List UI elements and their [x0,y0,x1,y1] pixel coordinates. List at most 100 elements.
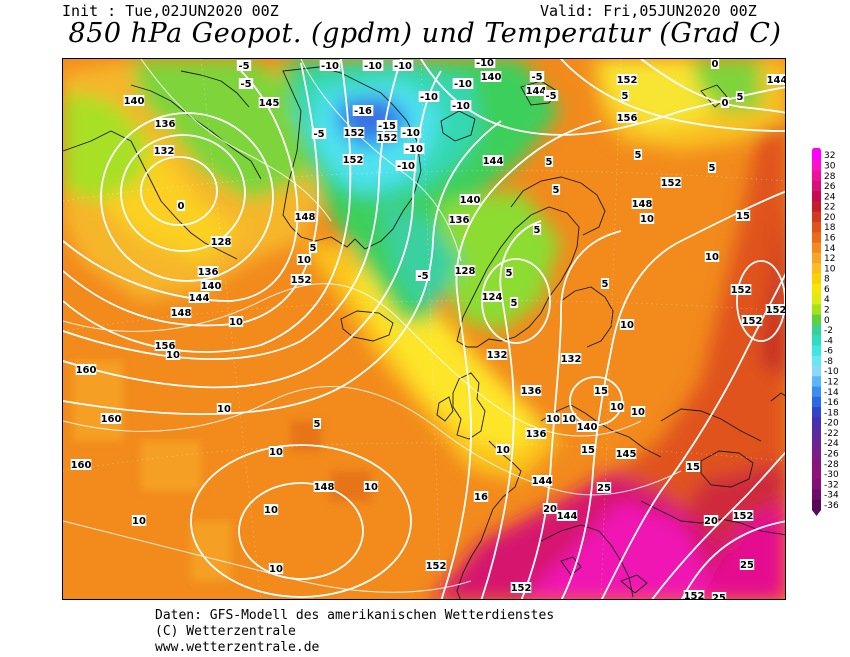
contour-label-bg [542,503,558,514]
contour-label: 5 [308,242,318,254]
contour-label: 152 [510,582,532,594]
contour-label-bg [556,510,578,521]
contour-label: -5 [236,60,252,72]
contour-label-bg [482,155,504,166]
contour-label: 10 [704,251,720,263]
contour-label: 10 [216,403,232,415]
contour-label-bg [352,105,374,116]
contour-label: 20 [542,503,558,515]
contour-label: 144 [532,475,552,487]
contour-label-bg [532,224,542,235]
contour-label-text: -10 [405,144,423,155]
legend-label: 0 [824,316,830,326]
contour-label: -10 [400,127,422,139]
contour-label-bg [75,364,97,375]
contour-label-bg [739,559,755,570]
legend-label: 14 [824,244,836,254]
legend-label: -34 [824,491,839,501]
contour-label-bg [639,213,655,224]
contour-label: 10 [609,401,625,413]
contour-label: 5 [312,418,322,430]
contour-label: 152 [344,127,364,139]
contour-label-text: 5 [314,419,321,430]
contour-label-bg [510,582,532,593]
contour-label-bg [685,461,701,472]
contour-label: 10 [165,349,181,361]
contour-label-bg [631,198,653,209]
contour-label-bg [290,274,312,285]
contour-label: 152 [733,510,753,522]
contour-label-text: 20 [704,516,718,527]
contour-label-text: 152 [617,75,638,86]
legend-swatch [812,314,821,326]
contour-label-bg [560,353,582,364]
contour-label: 140 [123,95,145,107]
contour-labels: 1401361320128136140144148156160160160101… [71,59,785,599]
contour-label-text: 0 [712,59,719,70]
contour-label-bg [616,74,638,85]
contour-label-text: -10 [397,161,415,172]
legend-cap-bottom [812,510,821,516]
contour-label-bg [154,118,176,129]
contour-label: 140 [201,280,221,292]
legend-swatch [812,263,821,274]
contour-label-text: -10 [420,92,438,103]
contour-label-text: 10 [229,317,243,328]
contour-label-bg [170,307,192,318]
legend-swatch [812,489,821,501]
contour-label-text: 152 [426,561,447,572]
contour-label: 160 [75,364,97,376]
contour-label: 140 [577,421,598,433]
contour-label-text: 5 [553,185,560,196]
contour-label-bg [710,59,720,69]
contour-label-text: 160 [71,460,92,471]
contour-label: -10 [319,60,341,72]
contour-label-bg [268,563,284,574]
contour-label-bg [520,385,542,396]
contour-label-bg [415,270,431,281]
contour-label-bg [342,154,364,165]
contour-label-text: 132 [154,146,175,157]
contour-label-text: 136 [449,215,470,226]
contour-label-bg [450,100,472,111]
contour-label-text: 10 [297,255,311,266]
contour-label-text: 144 [526,86,547,97]
contour-label-text: 25 [740,560,754,571]
contour-label-text: -5 [240,79,251,90]
contour-label-text: 140 [124,96,145,107]
contour-label-text: 145 [259,98,280,109]
contour-label: 10 [131,515,147,527]
legend-swatch [812,345,821,357]
contour-label-text: 145 [616,449,637,460]
contour-label-text: -10 [454,79,472,90]
contour-label-text: 152 [742,316,763,327]
legend-swatch [812,201,821,213]
legend-swatch [812,160,821,171]
legend-label: -28 [824,460,839,470]
legend-swatch [812,335,821,346]
contour-label-text: 124 [482,292,503,303]
contour-label-text: 152 [377,133,398,144]
contour-label: 128 [211,236,231,248]
contour-label: 132 [487,349,507,361]
contour-label-text: 0 [722,98,729,109]
contour-label-text: 148 [171,308,192,319]
contour-label: 5 [544,156,554,168]
contour-label: 145 [616,448,637,460]
contour-label-text: 156 [617,113,638,124]
contour-label: 0 [710,59,720,70]
contour-label-text: -10 [364,61,382,72]
contour-label: 10 [545,413,561,425]
legend-label: -30 [824,470,839,480]
contour-label-bg [448,214,470,225]
legend-label: -6 [824,347,833,357]
contour-label-bg [425,560,447,571]
contour-label-bg [123,95,145,106]
contour-label: 152 [661,177,681,189]
contour-label-bg [481,291,503,302]
contour-label-text: 10 [264,505,278,516]
contour-label-text: 5 [635,150,642,161]
contour-label: 144 [526,85,547,97]
contour-label-text: 140 [577,422,598,433]
legend-label: -26 [824,450,839,460]
